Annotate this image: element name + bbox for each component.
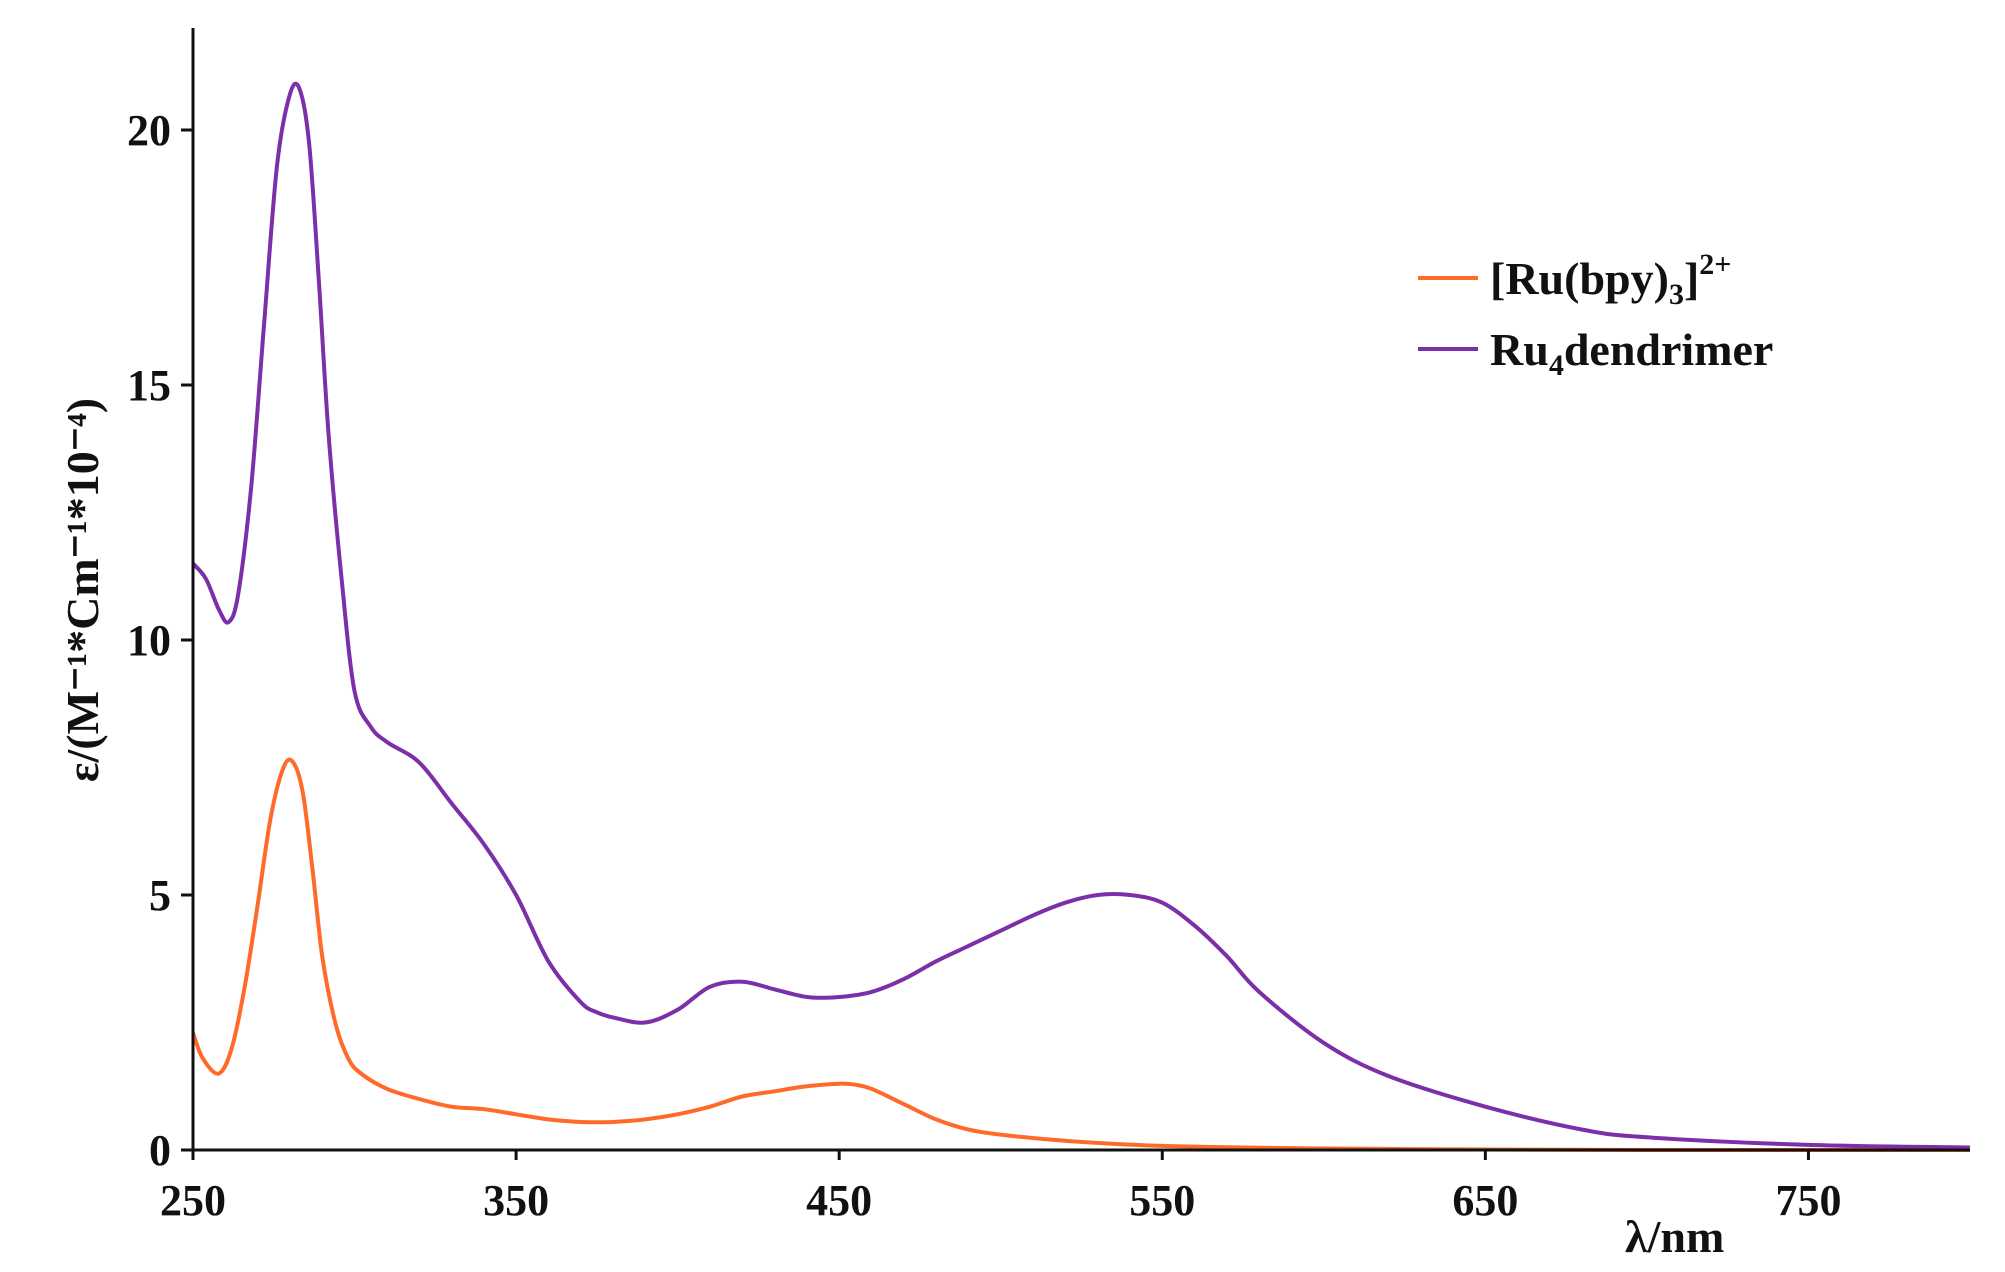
x-tick-label: 250 [160,1176,226,1225]
series-line-1 [191,81,1971,1150]
legend-entry-ru-bpy: [Ru(bpy)3]2+ [1490,248,1731,311]
x-ticks: 250 350 450 550 650 750 [160,1150,1841,1225]
x-tick-label: 750 [1775,1176,1841,1225]
y-tick-label: 15 [127,361,171,410]
axes [191,28,1970,1152]
x-tick-label: 450 [806,1176,872,1225]
x-tick-label: 550 [1129,1176,1195,1225]
series-line-0 [191,757,1970,1153]
y-tick-label: 0 [149,1126,171,1175]
y-axis-label: ε/(M⁻¹*Cm⁻¹*10⁻⁴) [57,398,108,782]
y-tick-label: 20 [127,106,171,155]
plot-lines [191,81,1971,1153]
x-tick-label: 650 [1452,1176,1518,1225]
x-tick-label: 350 [483,1176,549,1225]
legend: [Ru(bpy)3]2+ Ru4dendrimer [1418,248,1773,382]
legend-entry-ru4-dendrimer: Ru4dendrimer [1490,324,1773,382]
y-tick-label: 10 [127,616,171,665]
y-ticks: 0 5 10 15 20 [127,106,193,1175]
x-axis-label: λ/nm [1625,1211,1724,1262]
y-tick-label: 5 [149,871,171,920]
